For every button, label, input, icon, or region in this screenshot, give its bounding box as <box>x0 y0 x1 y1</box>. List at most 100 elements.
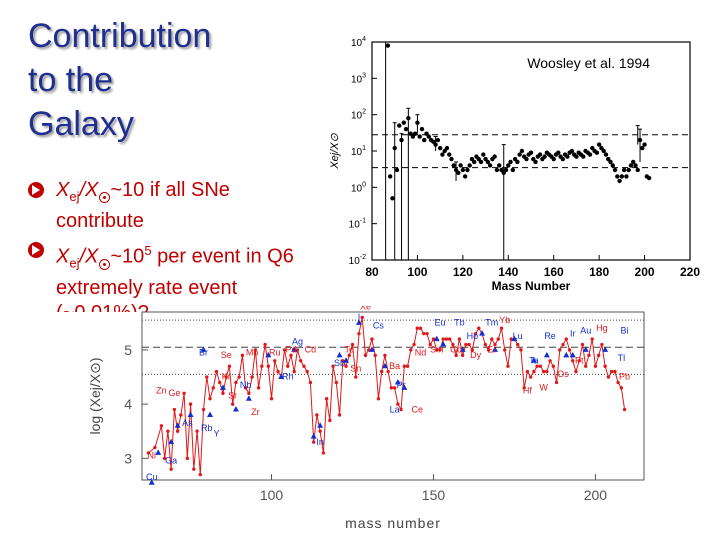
title-line-2: to the <box>28 61 114 99</box>
title-line-1: Contribution <box>28 17 212 55</box>
data-point <box>447 152 452 157</box>
red-data-point <box>464 342 468 347</box>
red-data-point <box>295 348 300 352</box>
red-data-point <box>256 386 261 390</box>
red-data-point <box>496 337 500 341</box>
red-data-point <box>195 429 199 433</box>
element-label: Rb <box>201 423 213 433</box>
data-point <box>574 154 579 159</box>
red-data-point <box>282 348 287 352</box>
element-label: Zr <box>251 407 260 417</box>
data-point <box>485 159 491 165</box>
red-data-point <box>506 364 510 368</box>
data-point <box>497 163 502 168</box>
red-data-point <box>613 369 617 374</box>
bullet-symbol: X <box>56 179 70 201</box>
element-label: Hg <box>596 323 608 333</box>
data-point <box>462 174 468 179</box>
data-point <box>397 123 402 128</box>
blue-data-point <box>200 346 207 352</box>
red-data-point <box>218 380 222 385</box>
y-tick-label: 101 <box>351 145 366 158</box>
element-label: Sn <box>350 364 361 374</box>
element-label: Tl <box>618 353 626 363</box>
red-data-point <box>519 348 523 352</box>
bullet-subscript: ej <box>69 189 80 204</box>
element-label: Yb <box>499 315 510 325</box>
data-point <box>503 167 509 173</box>
blue-data-point <box>569 351 576 358</box>
red-data-point <box>153 445 157 450</box>
data-point <box>646 175 652 181</box>
red-data-point <box>558 348 562 352</box>
data-point <box>451 163 456 168</box>
data-point <box>596 142 602 147</box>
red-data-point <box>286 364 290 368</box>
x-axis-label: mass number <box>345 515 441 531</box>
blue-data-point <box>336 351 343 358</box>
red-data-point <box>609 369 614 374</box>
y-tick-label: 102 <box>351 109 366 122</box>
data-point <box>478 159 484 165</box>
chart-citation: Woosley et al. 1994 <box>527 55 650 71</box>
red-data-point <box>564 337 568 341</box>
blue-data-point <box>355 319 362 325</box>
x-tick-label: 140 <box>498 265 518 279</box>
red-data-point <box>399 407 403 412</box>
red-data-point <box>538 364 543 368</box>
data-point <box>517 152 522 157</box>
red-data-point <box>606 375 611 379</box>
data-point <box>465 167 470 173</box>
red-data-point <box>146 451 151 455</box>
element-label: Pb <box>619 372 630 382</box>
red-data-point <box>619 386 624 390</box>
red-data-point <box>315 413 319 417</box>
data-point <box>633 163 638 168</box>
red-data-point <box>289 353 293 358</box>
red-data-point <box>441 337 445 341</box>
red-data-point <box>360 315 364 320</box>
data-point <box>460 167 466 173</box>
data-point <box>551 156 556 162</box>
element-label: Pd <box>285 345 296 355</box>
abundance-chart: 100 150 200 3 4 5 mass number log (Xej/X⊙) Ni Cu Z… <box>87 306 645 531</box>
red-data-point <box>470 348 475 352</box>
data-point <box>392 145 397 151</box>
red-data-point <box>389 386 394 390</box>
red-data-point <box>363 353 368 358</box>
y-tick-label: 103 <box>351 72 366 85</box>
element-label: Ru <box>269 347 281 357</box>
y-tick-label: 3 <box>124 450 132 466</box>
data-point <box>603 152 609 157</box>
data-point <box>444 145 450 151</box>
red-data-point <box>357 331 361 336</box>
blue-data-point <box>602 346 609 352</box>
blue-data-point <box>543 351 550 358</box>
data-point <box>510 167 516 173</box>
x-tick-label: 150 <box>422 487 446 503</box>
sun-symbol-icon <box>99 258 111 270</box>
blue-data-point <box>401 384 408 390</box>
blue-data-point <box>174 422 181 428</box>
element-label: Nd <box>415 347 427 357</box>
red-data-point <box>509 337 513 341</box>
element-label: Er <box>487 345 496 355</box>
data-point <box>449 156 454 162</box>
red-data-point <box>490 337 494 341</box>
red-data-point <box>308 380 313 385</box>
data-point <box>487 163 493 168</box>
red-data-point <box>205 375 209 379</box>
red-data-point <box>596 353 601 358</box>
data-point <box>619 174 625 179</box>
y-tick-label: 104 <box>351 36 366 49</box>
red-data-point <box>541 369 546 374</box>
red-data-point <box>344 364 348 368</box>
bullet-item-1: Xej/X ~10 if all SNe contribute <box>28 178 358 234</box>
red-data-point <box>237 375 241 379</box>
data-point <box>626 167 631 173</box>
red-data-point <box>522 386 526 390</box>
red-data-point <box>192 467 196 471</box>
red-data-point <box>460 353 465 358</box>
data-point <box>419 126 425 132</box>
element-label: Kr <box>222 372 231 382</box>
